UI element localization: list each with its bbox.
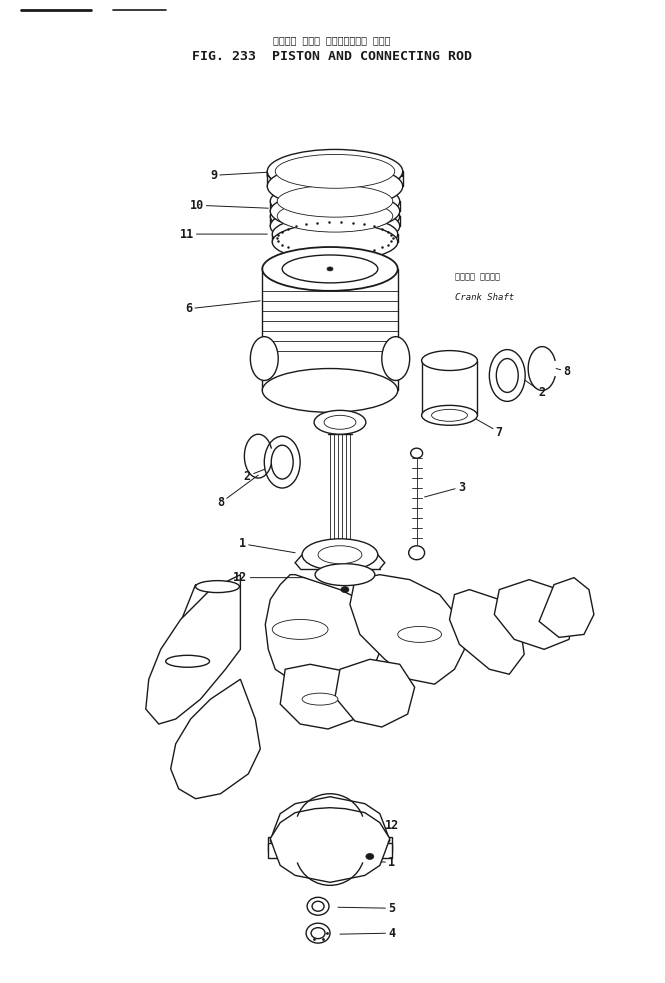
Ellipse shape: [262, 369, 398, 412]
Text: 2: 2: [244, 463, 280, 483]
Polygon shape: [335, 660, 415, 727]
Ellipse shape: [271, 445, 293, 479]
Ellipse shape: [398, 626, 442, 642]
Ellipse shape: [270, 206, 400, 246]
Polygon shape: [494, 580, 574, 650]
Text: FIG. 233  PISTON AND CONNECTING ROD: FIG. 233 PISTON AND CONNECTING ROD: [192, 50, 472, 63]
Ellipse shape: [270, 181, 400, 221]
Ellipse shape: [272, 223, 398, 260]
Ellipse shape: [272, 619, 328, 639]
Ellipse shape: [422, 405, 477, 426]
Ellipse shape: [324, 416, 356, 430]
Polygon shape: [270, 796, 390, 871]
Ellipse shape: [366, 853, 374, 859]
Ellipse shape: [267, 149, 403, 194]
Text: Crank Shaft: Crank Shaft: [455, 293, 514, 302]
Text: 6: 6: [185, 301, 260, 316]
Ellipse shape: [432, 409, 467, 422]
Ellipse shape: [196, 581, 239, 593]
Ellipse shape: [341, 587, 349, 593]
Ellipse shape: [327, 267, 333, 271]
Bar: [268, 842, 280, 858]
Bar: [268, 837, 280, 852]
Ellipse shape: [302, 693, 338, 705]
Ellipse shape: [496, 359, 518, 392]
Text: 9: 9: [210, 169, 283, 182]
Text: 1: 1: [356, 856, 395, 869]
Polygon shape: [267, 171, 403, 190]
Ellipse shape: [277, 201, 393, 232]
Ellipse shape: [312, 901, 324, 911]
Text: 11: 11: [180, 228, 267, 241]
Ellipse shape: [270, 197, 400, 236]
Ellipse shape: [382, 336, 410, 380]
Text: 8: 8: [217, 475, 258, 509]
Ellipse shape: [302, 539, 378, 571]
Ellipse shape: [277, 185, 393, 217]
Text: 2: 2: [521, 377, 546, 399]
Ellipse shape: [264, 436, 300, 488]
Ellipse shape: [489, 350, 525, 401]
Polygon shape: [450, 590, 524, 674]
Polygon shape: [270, 808, 390, 883]
Ellipse shape: [262, 247, 398, 291]
Text: 7: 7: [469, 416, 503, 438]
Text: クランク シャフト: クランク シャフト: [455, 272, 500, 281]
Polygon shape: [171, 679, 260, 799]
Ellipse shape: [275, 154, 395, 189]
Text: 4: 4: [340, 927, 395, 940]
Ellipse shape: [314, 410, 366, 434]
Ellipse shape: [318, 546, 362, 563]
Text: 12: 12: [233, 571, 305, 584]
Polygon shape: [280, 665, 360, 729]
Ellipse shape: [272, 215, 398, 253]
Polygon shape: [539, 578, 594, 637]
Ellipse shape: [411, 448, 423, 458]
Polygon shape: [146, 575, 240, 724]
Bar: [380, 837, 392, 852]
Text: ビストン および コネクティング ロッド: ビストン および コネクティング ロッド: [273, 34, 391, 45]
Text: 10: 10: [190, 199, 268, 211]
Ellipse shape: [270, 192, 400, 231]
Ellipse shape: [315, 563, 375, 586]
Polygon shape: [265, 575, 385, 684]
Ellipse shape: [311, 928, 325, 939]
Ellipse shape: [166, 656, 209, 667]
Bar: [380, 842, 392, 858]
Ellipse shape: [267, 164, 403, 208]
Ellipse shape: [306, 923, 330, 943]
Text: 12: 12: [358, 819, 399, 832]
Ellipse shape: [250, 336, 278, 380]
Ellipse shape: [422, 351, 477, 371]
Ellipse shape: [307, 897, 329, 915]
Text: 1: 1: [239, 538, 295, 552]
Text: 8: 8: [556, 365, 571, 378]
Polygon shape: [350, 575, 464, 684]
Ellipse shape: [409, 546, 425, 559]
Ellipse shape: [282, 255, 378, 283]
Text: 5: 5: [338, 901, 395, 915]
Text: 3: 3: [425, 481, 465, 497]
